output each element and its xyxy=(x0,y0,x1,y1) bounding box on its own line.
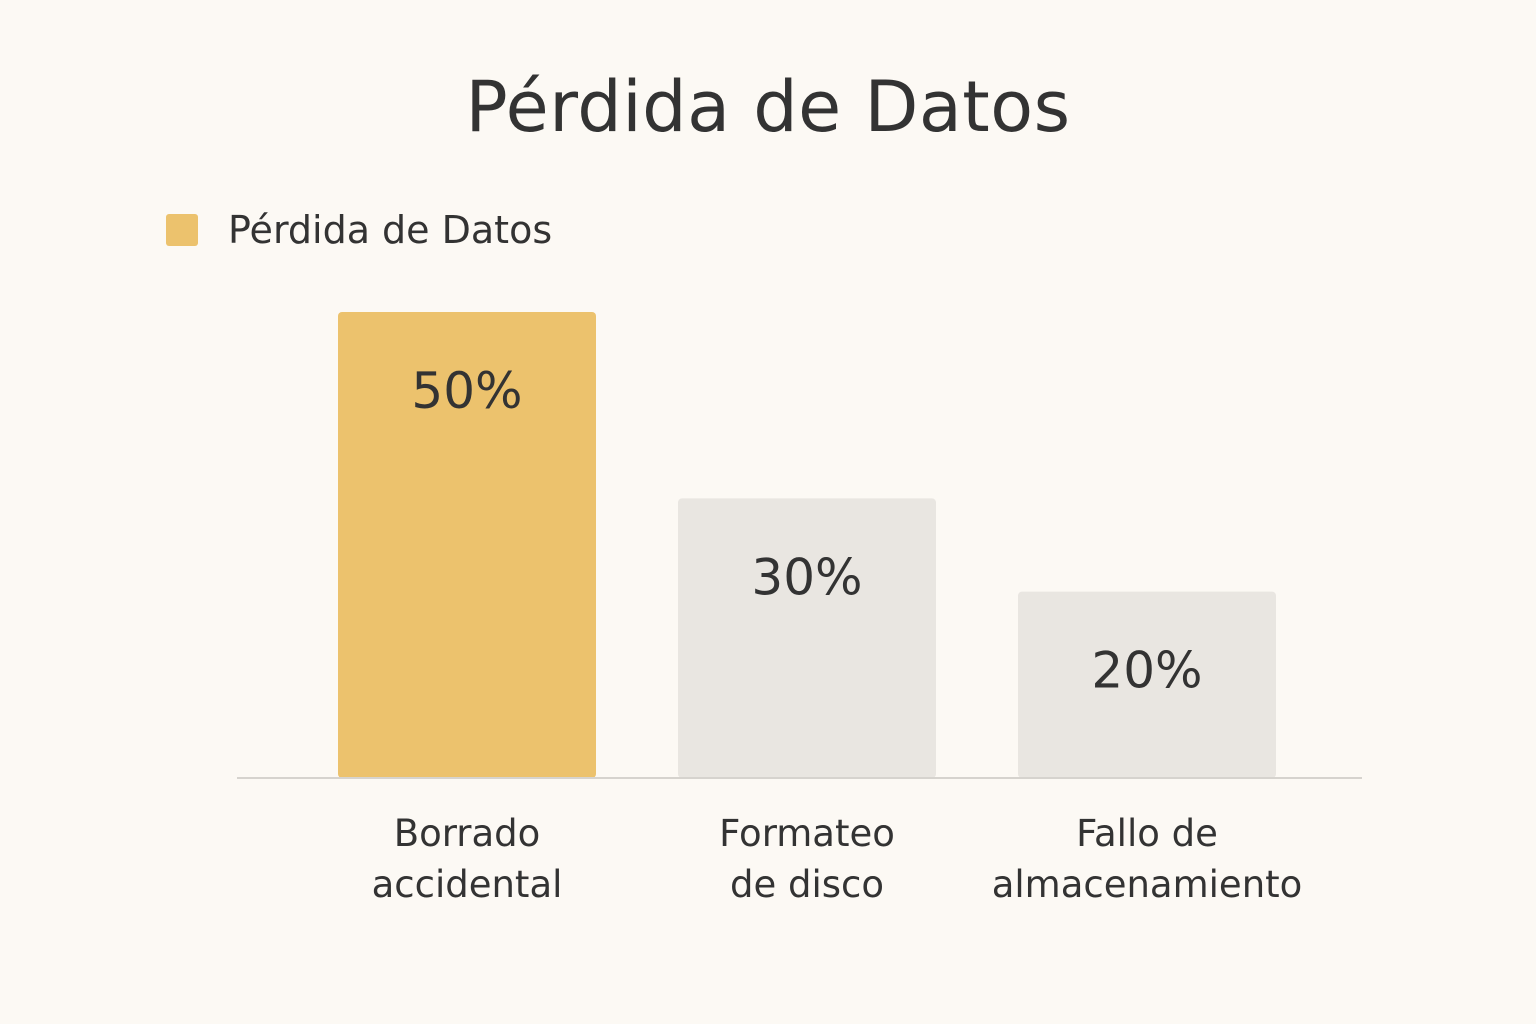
category-label-line: Formateo xyxy=(719,812,895,855)
category-label-3: Fallo de almacenamiento xyxy=(992,812,1303,906)
category-label-line: Borrado xyxy=(394,812,541,855)
bar-value-label-3: 20% xyxy=(1091,642,1202,700)
category-label-line: accidental xyxy=(372,863,563,906)
chart-title: Pérdida de Datos xyxy=(465,66,1071,148)
category-labels-group: Borrado accidental Formateo de disco Fallo d… xyxy=(372,812,1303,906)
legend-swatch xyxy=(166,214,198,246)
category-label-2: Formateo de disco xyxy=(719,812,895,906)
category-label-line: Fallo de xyxy=(1076,812,1218,855)
legend-label: Pérdida de Datos xyxy=(228,208,553,252)
bar-3 xyxy=(1018,591,1276,778)
bar-value-label-1: 50% xyxy=(411,362,522,420)
category-label-line: de disco xyxy=(730,863,884,906)
bar-1 xyxy=(338,312,596,778)
bar-2 xyxy=(678,498,936,778)
category-label-line: almacenamiento xyxy=(992,863,1303,906)
legend: Pérdida de Datos xyxy=(166,205,552,255)
bars-group: 50% 30% 20% xyxy=(338,312,1276,778)
bar-value-label-2: 30% xyxy=(751,548,862,606)
category-label-1: Borrado accidental xyxy=(372,812,563,906)
